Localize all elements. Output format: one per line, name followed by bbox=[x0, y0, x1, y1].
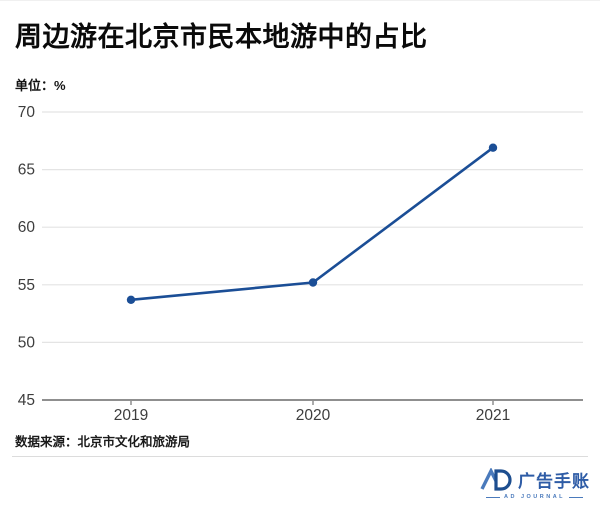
y-axis-label: 45 bbox=[18, 392, 35, 409]
y-axis-label: 55 bbox=[18, 277, 35, 294]
brand-logo: 广告手账 AD JOURNAL bbox=[479, 467, 590, 500]
logo-brand-name: 广告手账 bbox=[518, 472, 590, 491]
data-source-label: 数据来源：北京市文化和旅游局 bbox=[15, 435, 191, 449]
x-axis-label: 2019 bbox=[114, 407, 148, 424]
data-point bbox=[308, 278, 318, 287]
logo-subtitle: AD JOURNAL bbox=[503, 494, 566, 500]
ad-monogram-icon bbox=[480, 467, 512, 491]
data-point bbox=[126, 295, 136, 304]
x-axis-label: 2020 bbox=[296, 407, 331, 424]
y-axis-label: 50 bbox=[18, 334, 36, 351]
logo-dash-right bbox=[569, 496, 584, 498]
footer-divider bbox=[12, 456, 588, 457]
logo-subtitle-row: AD JOURNAL bbox=[479, 494, 590, 500]
logo-main-row: 广告手账 bbox=[479, 467, 590, 492]
y-axis-label: 70 bbox=[18, 104, 36, 121]
chart-title: 周边游在北京市民本地游中的占比 bbox=[15, 22, 428, 52]
data-point bbox=[488, 143, 498, 152]
x-axis-label: 2021 bbox=[476, 407, 510, 424]
y-axis-label: 60 bbox=[18, 219, 36, 236]
logo-dash-left bbox=[485, 496, 500, 498]
y-axis-label: 65 bbox=[18, 162, 35, 179]
data-line bbox=[129, 146, 495, 302]
unit-label: 单位：% bbox=[15, 78, 66, 93]
